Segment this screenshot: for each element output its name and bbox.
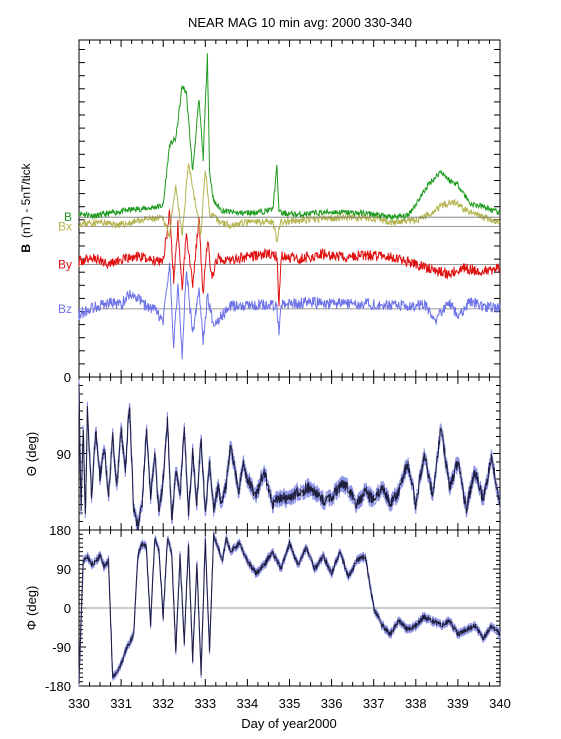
x-tick-label: 331 [110,696,132,711]
theta-ytick-90: 90 [57,447,71,462]
panel-b-series-labels: Bz By BxB [58,210,72,316]
x-tick-label: 334 [237,696,259,711]
x-tick-label: 336 [321,696,343,711]
x-tick-label: 332 [152,696,174,711]
x-tick-label: 335 [279,696,301,711]
x-tick-label: 338 [405,696,427,711]
panel-b-series [78,53,501,360]
panel-field-components: Bz By BxB 0 B(nT) - 5nT/tick [19,39,501,385]
panel-theta-series [78,379,501,531]
panel-theta: 90 Θ(deg) [24,376,501,531]
phi-error-band [78,530,501,682]
series-line-bz [78,262,501,360]
phi-ytick-label: 0 [64,601,71,616]
panel-b-ylabel: B(nT) - 5nT/tick [19,162,33,252]
series-label-bx: Bx [58,219,72,233]
series-line-by [78,209,501,307]
panel-phi-ylabel: Φ(deg) [24,586,39,631]
panel-b-ticks [78,40,501,377]
phi-ytick-label: -90 [52,640,71,655]
theta-line [78,383,501,530]
phi-error-band [78,535,501,687]
panel-b-zero-label: 0 [64,370,71,385]
series-line-bx [78,162,501,243]
x-tick-label: 330 [68,696,90,711]
panel-phi-series [78,530,501,687]
series-line-b [78,53,501,221]
series-label-b: B [64,210,72,224]
series-label-bz: Bz [58,302,72,316]
phi-ytick-label: -180 [45,679,71,694]
phi-line [78,532,501,685]
x-tick-label: 337 [363,696,385,711]
panel-phi-ytick-labels: 180 90 0 -90 -180 [45,523,71,694]
chart-title: NEAR MAG 10 min avg: 2000 330-340 [188,15,412,30]
x-tick-labels: 330 331 332 333 334 335 336 337 338 339 340 [68,696,511,711]
x-tick-label: 339 [447,696,469,711]
phi-ytick-label: 90 [57,562,71,577]
panel-phi: 180 90 0 -90 -180 Φ(deg) [24,523,501,694]
phi-ytick-label: 180 [49,523,71,538]
panel-theta-ylabel: Θ(deg) [24,432,39,476]
x-tick-label: 340 [489,696,511,711]
series-label-by: By [58,257,72,271]
x-tick-label: 333 [194,696,216,711]
x-axis-title: Day of year2000 [241,716,336,731]
